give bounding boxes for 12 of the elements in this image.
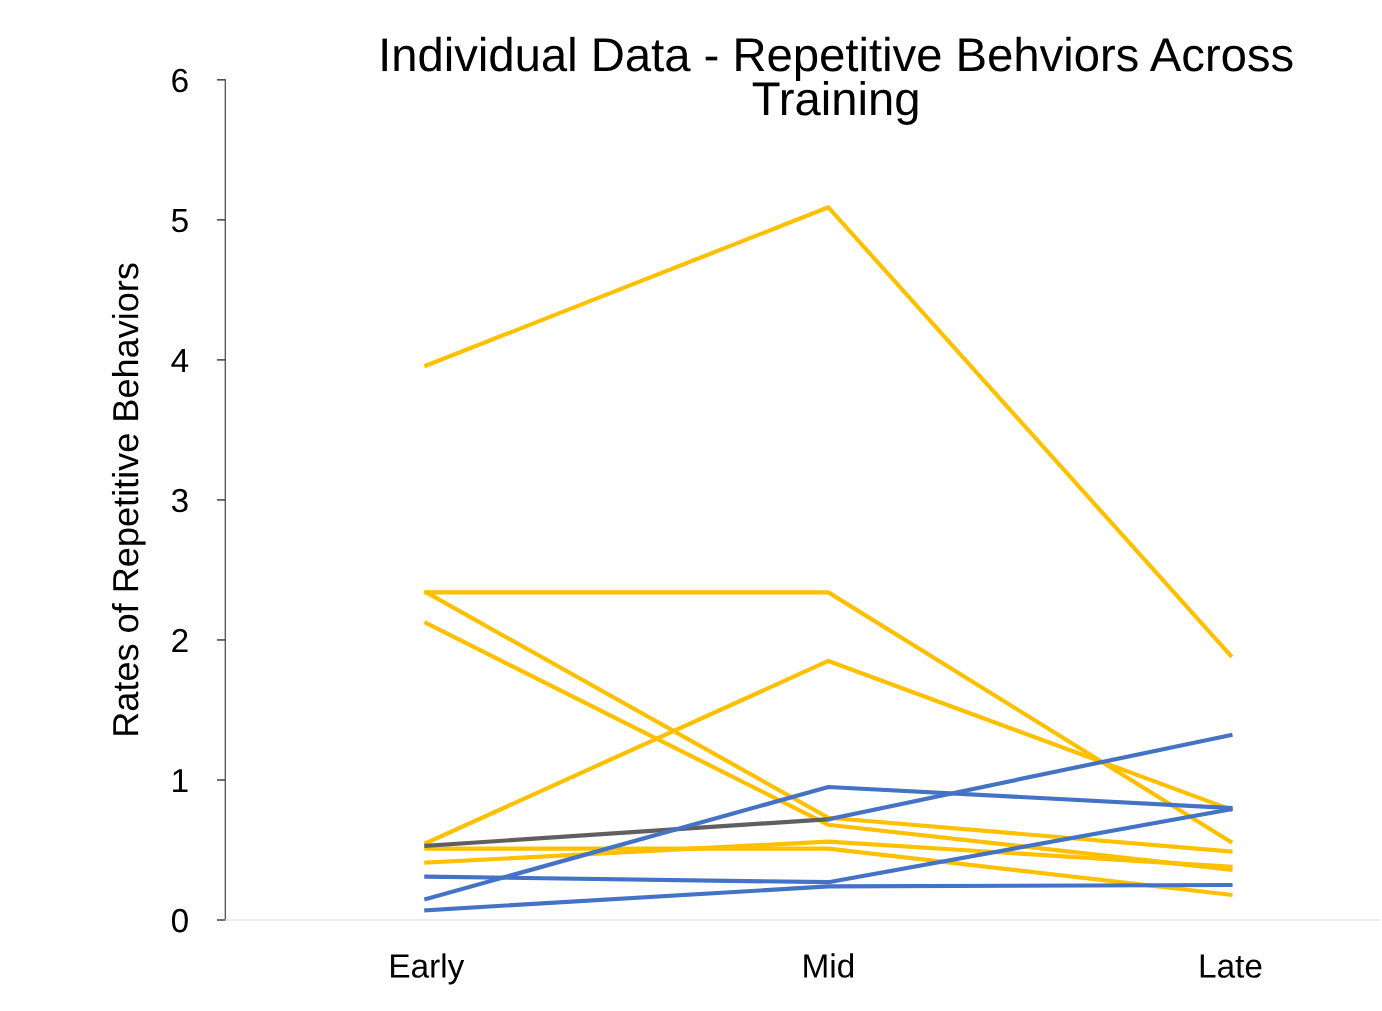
x-tick-label: Mid xyxy=(804,953,854,978)
y-tick-label: 6 xyxy=(172,68,188,93)
x-tick-label: Late xyxy=(1200,954,1262,978)
y-tick-label: 2 xyxy=(172,628,188,653)
y-tick-label: 4 xyxy=(171,349,189,372)
y-tick-label: 3 xyxy=(171,488,188,513)
y-tick-label: 5 xyxy=(171,209,188,233)
y-tick-label: 1 xyxy=(173,769,188,793)
chart-title: Individual Data - Repetitive Behviors Across Training xyxy=(382,36,1293,125)
y-tick-label: 0 xyxy=(171,908,188,933)
y-axis-title: Rates of Repetitive Behaviors xyxy=(111,263,146,735)
x-tick-label: Early xyxy=(391,953,465,985)
